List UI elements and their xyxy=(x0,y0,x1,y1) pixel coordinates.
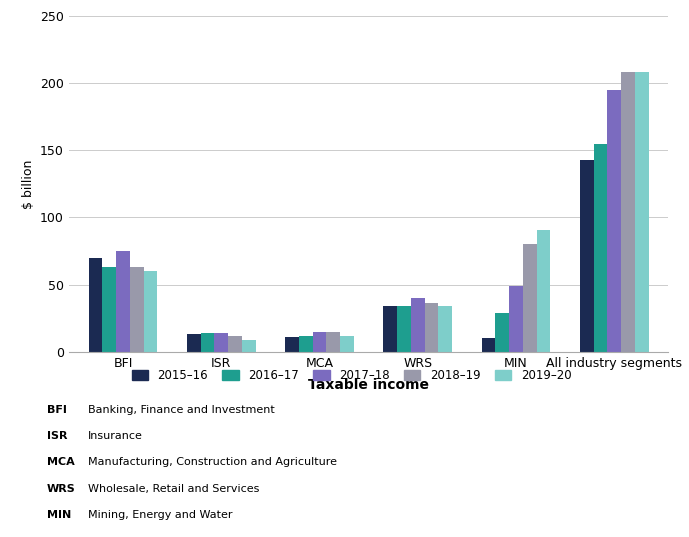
Bar xyxy=(89,258,102,352)
Bar xyxy=(327,332,340,352)
Bar xyxy=(214,333,228,352)
Text: Manufacturing, Construction and Agriculture: Manufacturing, Construction and Agricult… xyxy=(88,458,338,467)
Bar xyxy=(242,340,256,352)
Bar xyxy=(285,337,299,352)
Text: Wholesale, Retail and Services: Wholesale, Retail and Services xyxy=(88,484,260,494)
Bar xyxy=(537,230,551,352)
Y-axis label: $ billion: $ billion xyxy=(21,159,34,208)
Bar xyxy=(397,306,411,352)
Bar xyxy=(495,313,509,352)
Bar xyxy=(424,303,438,352)
Bar xyxy=(509,286,523,352)
Bar xyxy=(482,338,495,352)
Bar xyxy=(635,72,648,352)
Bar xyxy=(438,306,452,352)
Bar xyxy=(299,336,313,352)
Text: MIN: MIN xyxy=(47,510,72,520)
Bar xyxy=(621,72,635,352)
Bar xyxy=(200,333,214,352)
Text: WRS: WRS xyxy=(47,484,76,494)
Text: Banking, Finance and Investment: Banking, Finance and Investment xyxy=(88,405,275,415)
Text: Insurance: Insurance xyxy=(88,431,143,441)
Text: MCA: MCA xyxy=(47,458,75,467)
Bar xyxy=(523,244,537,352)
Bar xyxy=(383,306,397,352)
Bar xyxy=(116,251,130,352)
Bar xyxy=(340,336,354,352)
Text: BFI: BFI xyxy=(47,405,67,415)
Bar xyxy=(580,160,594,352)
Legend: 2015–16, 2016–17, 2017–18, 2018–19, 2019–20: 2015–16, 2016–17, 2017–18, 2018–19, 2019… xyxy=(132,369,571,382)
Text: Mining, Energy and Water: Mining, Energy and Water xyxy=(88,510,233,520)
Bar xyxy=(411,298,424,352)
X-axis label: Taxable income: Taxable income xyxy=(308,378,429,392)
Bar xyxy=(130,267,143,352)
Bar xyxy=(594,144,608,352)
Bar xyxy=(187,334,200,352)
Bar xyxy=(608,90,621,352)
Bar xyxy=(143,271,157,352)
Text: ISR: ISR xyxy=(47,431,68,441)
Bar xyxy=(313,332,327,352)
Bar xyxy=(102,267,116,352)
Bar xyxy=(228,336,242,352)
